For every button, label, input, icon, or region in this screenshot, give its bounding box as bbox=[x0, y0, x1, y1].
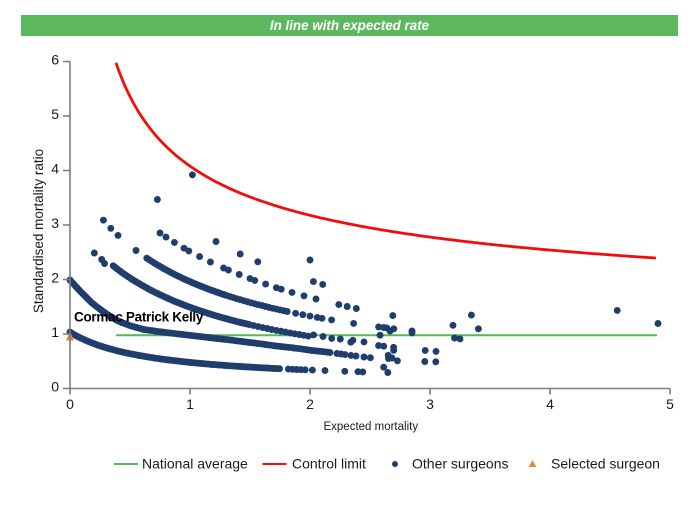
svg-text:1: 1 bbox=[51, 324, 59, 340]
svg-text:5: 5 bbox=[51, 106, 59, 122]
svg-text:2: 2 bbox=[306, 396, 314, 412]
svg-text:Other surgeons: Other surgeons bbox=[412, 456, 509, 472]
svg-text:National average: National average bbox=[142, 456, 248, 472]
svg-text:5: 5 bbox=[666, 396, 674, 412]
svg-text:Control limit: Control limit bbox=[292, 456, 366, 472]
svg-text:Cormac Patrick Kelly: Cormac Patrick Kelly bbox=[74, 310, 204, 325]
svg-text:0: 0 bbox=[66, 396, 74, 412]
svg-text:3: 3 bbox=[51, 215, 59, 231]
svg-text:Expected mortality: Expected mortality bbox=[323, 421, 418, 433]
svg-text:In line with expected rate: In line with expected rate bbox=[270, 18, 430, 33]
svg-text:0: 0 bbox=[51, 379, 59, 395]
svg-text:6: 6 bbox=[51, 52, 59, 68]
svg-text:1: 1 bbox=[186, 396, 194, 412]
svg-text:Standardised mortality ratio: Standardised mortality ratio bbox=[31, 149, 46, 313]
svg-text:3: 3 bbox=[426, 396, 434, 412]
svg-text:4: 4 bbox=[546, 396, 554, 412]
svg-text:2: 2 bbox=[51, 270, 59, 286]
svg-text:Selected surgeon: Selected surgeon bbox=[551, 456, 660, 472]
svg-text:4: 4 bbox=[51, 161, 59, 177]
